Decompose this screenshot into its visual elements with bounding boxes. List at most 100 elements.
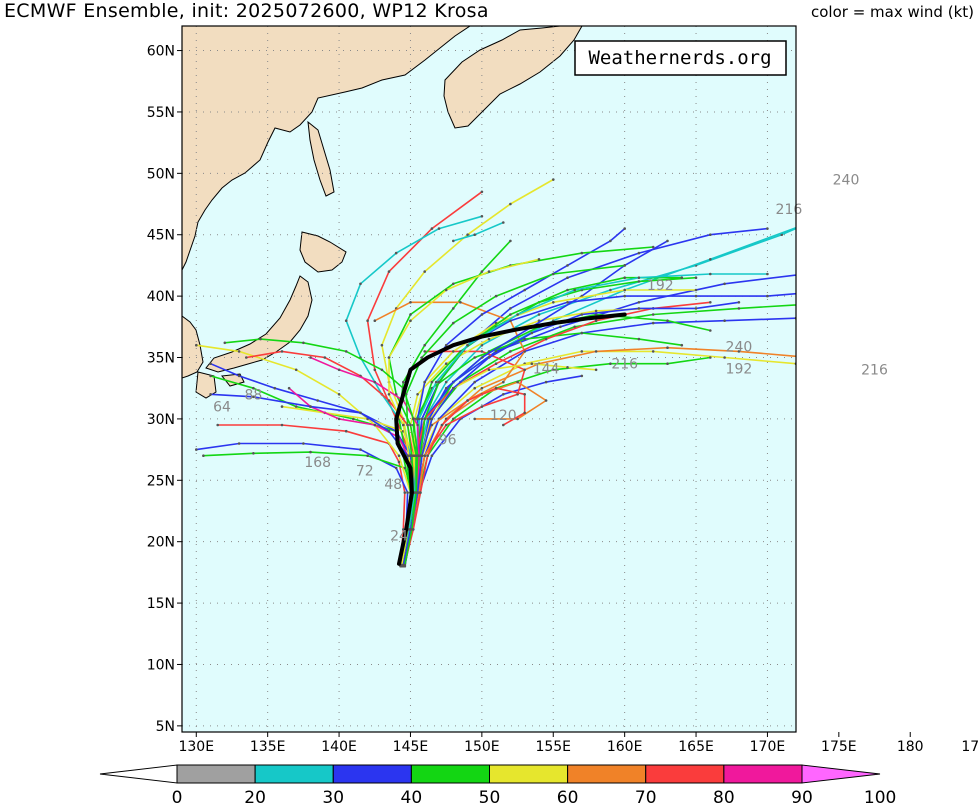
track-point <box>407 454 411 458</box>
land-asia <box>182 26 471 271</box>
colorbar-segment <box>410 764 490 784</box>
track-point <box>452 321 455 325</box>
land-korea <box>182 315 204 379</box>
track-point <box>516 417 519 421</box>
track-point <box>737 301 741 304</box>
track-point <box>609 288 612 292</box>
track-point <box>209 393 212 396</box>
forecast-hour-label: 168 <box>304 455 331 471</box>
track-point <box>397 460 401 464</box>
lon-tick-label: 140E <box>321 739 357 755</box>
lat-tick-label: 25N <box>147 473 175 489</box>
track-point <box>237 442 241 445</box>
lat-tick-label: 45N <box>147 228 175 244</box>
track-point <box>651 313 655 316</box>
track-point <box>380 368 384 372</box>
track-point <box>609 362 612 366</box>
colorbar-segment <box>645 764 725 784</box>
track-point <box>509 313 512 316</box>
ensemble-mean-track <box>394 312 627 566</box>
track-point <box>473 356 477 359</box>
track-point <box>480 386 484 390</box>
track-point <box>420 454 424 458</box>
track-point <box>494 350 498 353</box>
track-point <box>302 442 305 445</box>
land-hokkaido <box>299 231 347 273</box>
track-point <box>359 448 362 451</box>
track-point <box>452 282 455 286</box>
track-point <box>452 386 455 390</box>
colorbar-tick-label: 60 <box>557 788 579 807</box>
track-point <box>909 184 912 187</box>
track-point <box>416 423 419 427</box>
track-point <box>694 307 698 310</box>
track-point <box>666 319 669 323</box>
lon-tick-label: 155E <box>535 739 571 755</box>
forecast-hour-label: 96 <box>439 433 457 449</box>
lon-tick-label: 150E <box>464 739 500 755</box>
colorbar-tick-label: 80 <box>713 788 735 807</box>
track-point <box>766 272 769 276</box>
watermark-box: Weathernerds.org <box>574 40 787 76</box>
track-point <box>430 417 434 421</box>
track-point <box>838 301 841 304</box>
track-point <box>466 233 469 236</box>
track-point <box>359 411 362 415</box>
track-point <box>666 362 669 366</box>
colorbar-segment <box>567 764 647 784</box>
track-point <box>480 270 484 273</box>
track-point <box>523 393 526 396</box>
track-point <box>473 233 477 236</box>
forecast-hour-label: 144 <box>533 362 560 378</box>
track-point <box>509 202 512 206</box>
track-point <box>466 343 469 347</box>
track-point <box>866 197 869 200</box>
track-point <box>623 227 626 230</box>
track-point <box>444 362 448 366</box>
track-point <box>437 380 441 384</box>
track-point <box>609 239 612 243</box>
track-point <box>387 399 391 402</box>
track-point <box>466 399 469 402</box>
track-point <box>437 227 441 230</box>
lon-tick-label: 145E <box>393 739 429 755</box>
track-point <box>709 233 712 236</box>
forecast-hour-label: 192 <box>647 278 674 294</box>
track-point <box>403 563 407 567</box>
track-point <box>594 368 598 372</box>
track-point <box>723 356 726 359</box>
track-point <box>440 423 444 427</box>
track-point <box>580 313 584 316</box>
lat-lon-grid <box>182 26 796 732</box>
track-point <box>252 395 255 399</box>
track-point <box>852 316 855 319</box>
track-point <box>344 429 348 433</box>
track-point <box>509 350 512 353</box>
track-point <box>566 366 569 369</box>
lat-tick-label: 60N <box>147 44 175 60</box>
colorbar-segment <box>332 764 412 784</box>
track-point <box>651 245 655 249</box>
track-point <box>403 466 407 470</box>
lat-tick-label: 5N <box>156 719 175 735</box>
track-point <box>502 393 505 396</box>
land-sakhalin <box>307 120 335 197</box>
track-point <box>444 288 448 292</box>
track-point <box>403 491 407 494</box>
lon-tick-label: 175W <box>961 739 980 755</box>
land-masses <box>182 26 583 399</box>
track-point <box>552 368 555 372</box>
track-point <box>823 270 826 273</box>
track-point <box>494 386 498 390</box>
track-point <box>402 380 405 384</box>
lat-tick-label: 15N <box>147 596 175 612</box>
track-point <box>623 276 626 280</box>
track-point <box>637 337 641 341</box>
colorbar-tick-label: 40 <box>401 788 423 807</box>
track-point <box>280 405 284 408</box>
forecast-hour-label: 24 <box>390 529 408 545</box>
lon-tick-label: 180 <box>897 739 924 755</box>
colorbar-tick-label: 20 <box>244 788 266 807</box>
track-point <box>452 417 455 421</box>
lat-tick-label: 20N <box>147 535 175 551</box>
